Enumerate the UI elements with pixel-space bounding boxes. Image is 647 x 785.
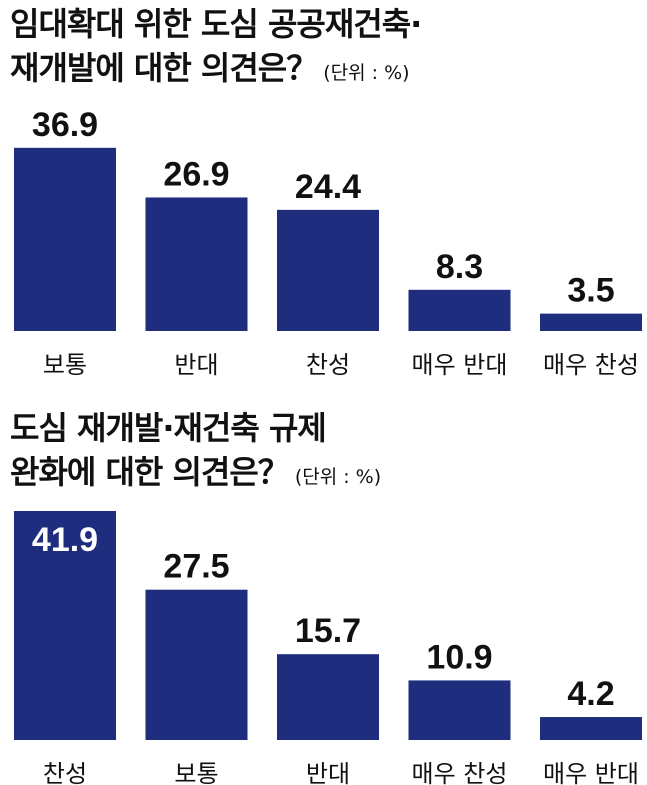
chart1-bar-1 [14, 147, 116, 331]
chart2-bar-5 [540, 717, 642, 740]
chart1-value-label-3: 24.4 [295, 168, 361, 206]
chart2-category-label-1: 찬성 [43, 760, 87, 785]
chart2-unit: (단위 : %) [294, 466, 382, 488]
chart2-category-label-5: 매우 반대 [543, 760, 639, 785]
chart2-bar-3 [277, 654, 379, 740]
chart1-title: 임대확대 위한 도심 공공재건축· 재개발에 대한 의견은？ (단위 : %) [10, 2, 422, 95]
chart2-category-label-4: 매우 찬성 [412, 760, 508, 785]
chart1-value-label-4: 8.3 [436, 248, 483, 286]
chart1-value-label-1: 36.9 [32, 106, 98, 144]
chart2-category-label-3: 반대 [306, 760, 350, 785]
chart1-plot: 36.9 보통 26.9 반대 24.4 찬성 8.3 매우 반대 3.5 매우 찬성 [14, 106, 642, 379]
chart2-plot: 41.9 찬성 27.5 보통 15.7 반대 10.9 매우 찬성 4.2 매우 반대 [14, 511, 642, 785]
chart2-bar-1 [14, 511, 116, 740]
chart1-title-line1: 임대확대 위한 도심 공공재건축· [10, 5, 422, 43]
chart1-category-label-3: 찬성 [306, 351, 350, 379]
chart1-category-label-1: 보통 [43, 351, 87, 379]
chart1-unit: (단위 : %) [323, 62, 410, 84]
chart2-value-label-5: 4.2 [567, 675, 614, 713]
chart2-title: 도심 재개발·재건축 규제 완화에 대한 의견은？ (단위 : %) [10, 406, 381, 499]
chart2-category-label-2: 보통 [174, 760, 218, 785]
chart2-value-label-4: 10.9 [426, 638, 492, 676]
chart1-bar-3 [277, 209, 379, 331]
chart2-title-line1: 도심 재개발·재건축 규제 [10, 409, 327, 447]
chart2-value-label-3: 15.7 [295, 612, 361, 650]
chart1-value-label-5: 3.5 [567, 272, 614, 310]
chart2-value-label-1: 41.9 [32, 521, 98, 559]
chart1-category-label-4: 매우 반대 [412, 351, 508, 379]
chart1-title-line2: 재개발에 대한 의견은？ [10, 49, 318, 87]
chart1-category-label-2: 반대 [174, 351, 218, 379]
chart1-value-label-2: 26.9 [163, 155, 229, 193]
chart1-bar-5 [540, 313, 642, 331]
chart1-bar-2 [145, 197, 248, 331]
chart1-category-label-5: 매우 찬성 [543, 351, 639, 379]
chart2-bar-4 [408, 680, 511, 740]
chart2-value-label-2: 27.5 [163, 548, 229, 586]
chart2-bar-2 [145, 589, 248, 740]
chart1-bar-4 [408, 289, 511, 331]
chart2-title-line2: 완화에 대한 의견은？ [10, 453, 290, 491]
